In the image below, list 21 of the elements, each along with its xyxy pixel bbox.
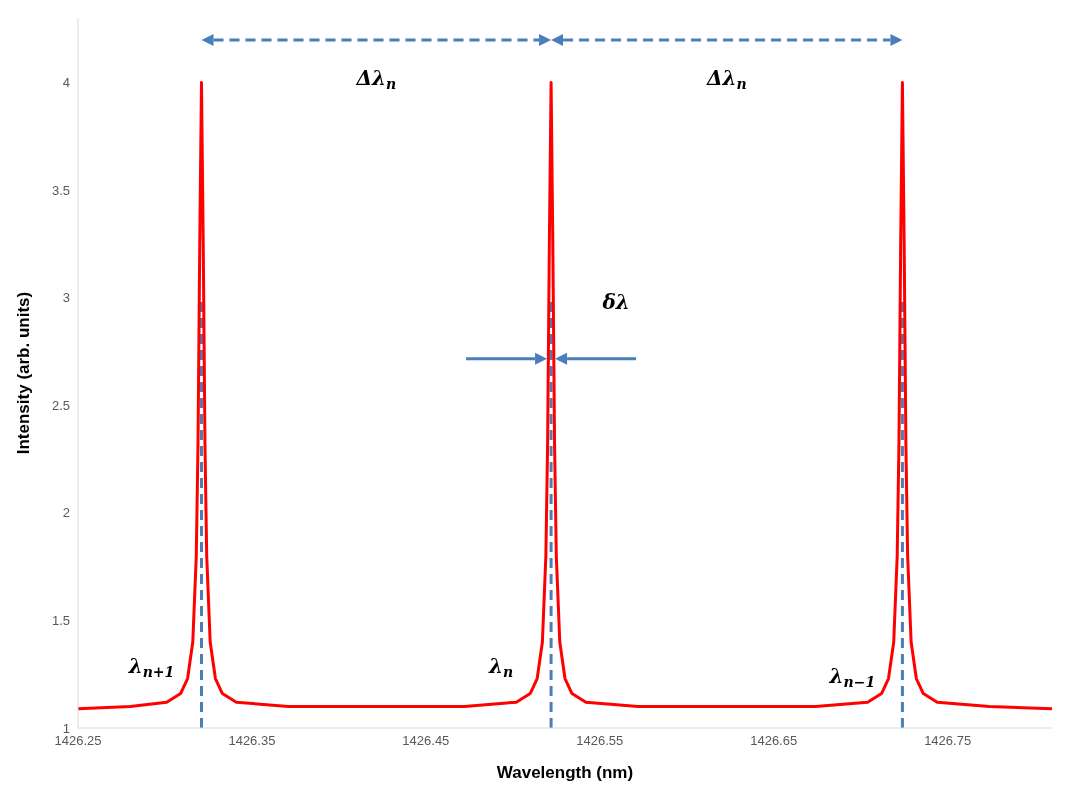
y-tick-label: 1.5: [51, 613, 70, 629]
x-tick-label: 1426.35: [228, 733, 276, 749]
y-tick-label: 3.5: [51, 182, 70, 198]
annotation: δλ: [601, 289, 630, 314]
y-tick-label: 2.5: [51, 397, 70, 413]
annotation: λ$_{n−1}$: [828, 664, 876, 691]
y-tick-label: 1: [62, 720, 70, 736]
x-axis-title: Wavelength (nm): [496, 763, 634, 782]
y-axis-title: Intensity (arb. units): [14, 291, 34, 455]
x-tick-label: 1426.65: [750, 733, 798, 749]
y-tick-label: 4: [62, 75, 70, 91]
x-tick-label: 1426.25: [54, 733, 102, 749]
annotation: Δλ$_{n}$: [355, 66, 397, 93]
annotation: λ$_{n+1}$: [127, 654, 175, 681]
x-tick-label: 1426.75: [924, 733, 972, 749]
annotation: λ$_{n}$: [487, 654, 514, 681]
y-tick-label: 2: [62, 505, 70, 521]
x-tick-label: 1426.45: [402, 733, 450, 749]
y-tick-label: 3: [62, 290, 70, 306]
annotation: Δλ$_{n}$: [705, 66, 747, 93]
x-tick-label: 1426.55: [576, 733, 624, 749]
